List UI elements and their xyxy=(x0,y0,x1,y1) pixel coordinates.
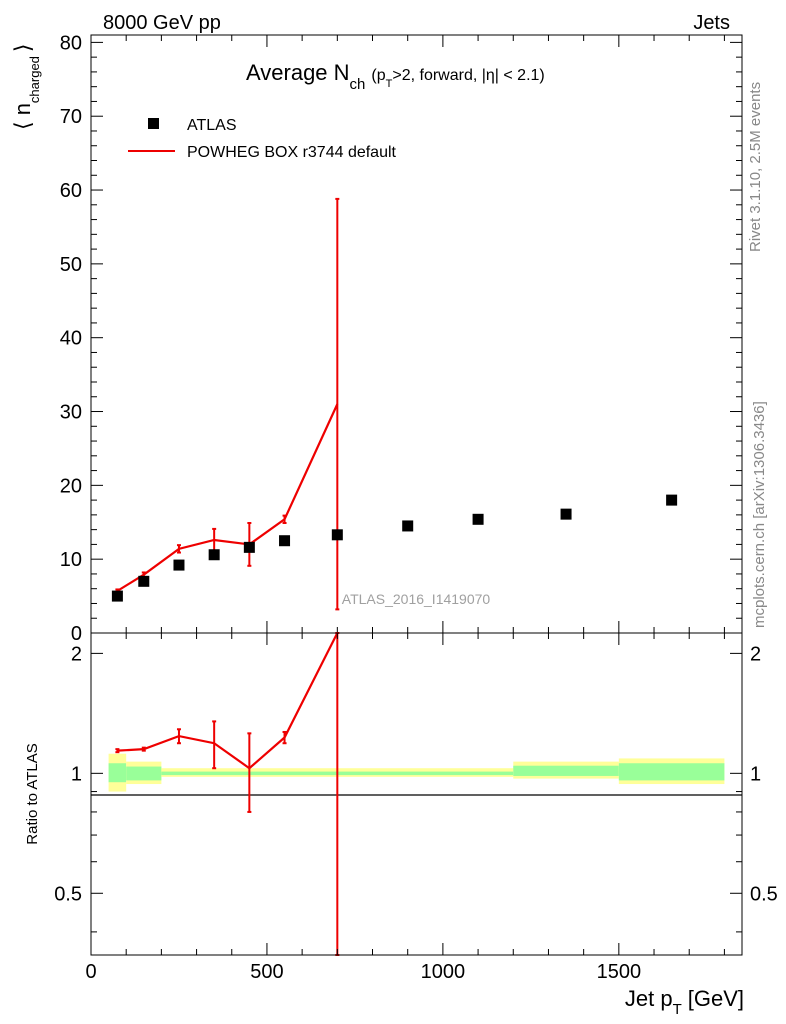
atlas-point xyxy=(243,541,255,553)
main-ytick-label: 30 xyxy=(60,402,82,424)
atlas-point xyxy=(402,520,414,532)
ratio-ytick-label-right: 2 xyxy=(750,643,761,665)
atlas-point xyxy=(331,529,343,541)
atlas-point xyxy=(472,513,484,525)
ratio-band-green xyxy=(108,763,127,783)
ratio-ytick-label-left: 1 xyxy=(71,763,82,785)
main-ytick-label: 70 xyxy=(60,106,82,128)
main-ytick-label: 20 xyxy=(60,475,82,497)
main-ytick-label: 40 xyxy=(60,328,82,350)
watermark: ATLAS_2016_I1419070 xyxy=(342,591,491,607)
ratio-ytick-label-right: 0.5 xyxy=(750,883,778,905)
x-tick-label: 0 xyxy=(85,961,96,983)
ratio-powheg-line xyxy=(117,632,339,770)
ratio-ytick-label-left: 2 xyxy=(71,643,82,665)
powheg-line xyxy=(116,403,339,592)
ratio-frame xyxy=(90,632,743,956)
main-ytick-label: 60 xyxy=(60,180,82,202)
main-ytick-label: 10 xyxy=(60,549,82,571)
ratio-ytick-label-right: 1 xyxy=(750,763,761,785)
main-panel: 0 10 20 30 40 50 60 70 80 Average Nch(pT>2, forw… xyxy=(10,32,743,645)
main-ytick-label: 50 xyxy=(60,254,82,276)
atlas-point xyxy=(111,590,123,602)
rivet-label: Rivet 3.1.10, 2.5M events xyxy=(747,82,764,252)
ratio-panel: 0.5 0.5 1 1 2 2 Ratio to ATLAS 0 500 1000 1500 J… xyxy=(24,632,778,1018)
main-ytick-label: 80 xyxy=(60,32,82,54)
x-tick-label: 1000 xyxy=(421,961,466,983)
ratio-band-green xyxy=(618,763,725,781)
ratio-ytick-label-left: 0.5 xyxy=(54,883,82,905)
legend-atlas-label: ATLAS xyxy=(187,117,237,134)
header-right: Jets xyxy=(693,12,730,34)
main-ytick-label: 0 xyxy=(71,623,82,645)
ratio-band-green xyxy=(513,765,619,776)
header-left: 8000 GeV pp xyxy=(103,12,221,34)
x-axis-label: Jet pT [GeV] xyxy=(625,986,744,1018)
svg-text:⟨ ncharged⟩: ⟨ ncharged⟩ xyxy=(10,43,42,130)
atlas-point xyxy=(173,559,185,571)
mcplots-label: mcplots.cern.ch [arXiv:1306.3436] xyxy=(751,401,768,628)
ratio-band-green xyxy=(126,766,162,781)
atlas-point xyxy=(138,575,150,587)
x-tick-label: 500 xyxy=(250,961,283,983)
atlas-point xyxy=(279,535,291,547)
legend-atlas-marker xyxy=(148,118,159,129)
x-tick-label: 1500 xyxy=(597,961,642,983)
atlas-point xyxy=(666,494,678,506)
main-title: Average Nch(pT>2, forward, |η| < 2.1) xyxy=(246,60,545,93)
legend-powheg-label: POWHEG BOX r3744 default xyxy=(187,144,397,161)
ratio-ylabel: Ratio to ATLAS xyxy=(24,743,41,844)
main-ylabel: ⟨ ncharged⟩ xyxy=(10,43,42,130)
atlas-point xyxy=(208,549,220,561)
atlas-point xyxy=(560,508,572,520)
